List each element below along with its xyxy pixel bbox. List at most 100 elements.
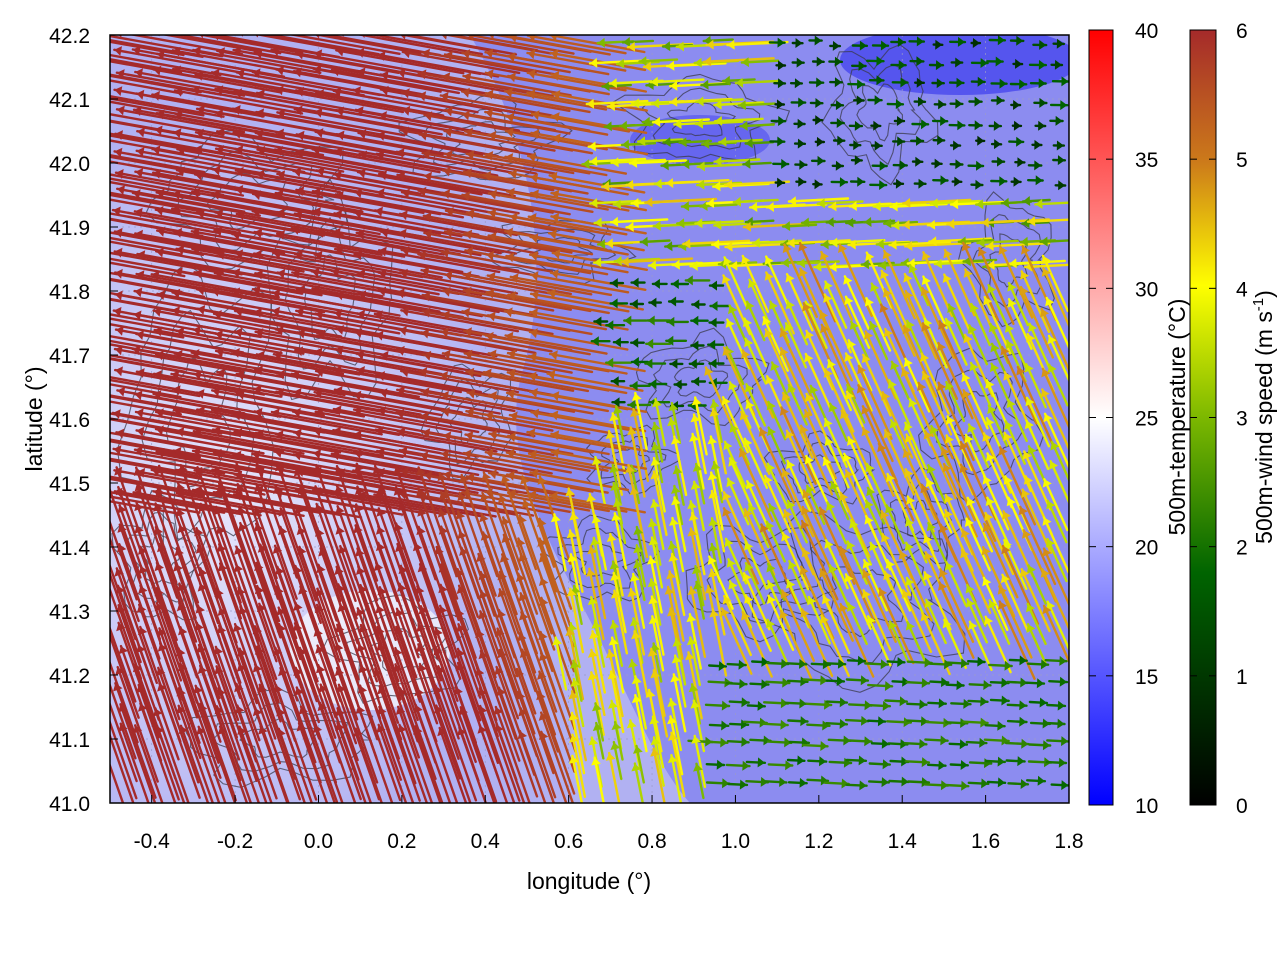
wind-vector bbox=[421, 51, 537, 74]
wind-vector bbox=[434, 646, 477, 763]
wind-vector-head bbox=[550, 350, 558, 361]
wind-vector-head bbox=[174, 349, 183, 360]
wind-vector-head bbox=[118, 704, 128, 713]
wind-vector bbox=[460, 473, 499, 578]
wind-vector-head bbox=[234, 683, 244, 693]
wind-vector-head bbox=[819, 311, 829, 320]
wind-vector-head bbox=[988, 324, 998, 333]
wind-vector-head bbox=[99, 564, 108, 572]
wind-vector bbox=[274, 683, 318, 801]
wind-vector bbox=[1019, 285, 1055, 359]
wind-vector-head bbox=[172, 46, 181, 57]
wind-vector-head bbox=[117, 524, 127, 533]
wind-vector bbox=[665, 62, 727, 68]
wind-vector-head bbox=[994, 139, 1002, 150]
wind-vector bbox=[330, 68, 460, 95]
wind-vector-head bbox=[977, 237, 985, 248]
terrain-contour bbox=[635, 327, 770, 427]
wind-vector bbox=[998, 446, 1037, 526]
wind-vector bbox=[462, 451, 572, 474]
wind-vector-head bbox=[232, 287, 241, 298]
wind-vector-head bbox=[257, 89, 265, 100]
wind-vector-head bbox=[486, 288, 495, 299]
wind-vector bbox=[671, 516, 685, 573]
wind-vector-head bbox=[722, 492, 732, 501]
wind-vector-head bbox=[552, 637, 562, 646]
wind-vector-head bbox=[115, 585, 126, 595]
wind-vector-head bbox=[173, 65, 181, 76]
wind-vector-head bbox=[509, 411, 518, 422]
wind-vector-head bbox=[797, 118, 805, 129]
wind-vector-head bbox=[214, 310, 222, 320]
wind-vector-head bbox=[829, 262, 837, 272]
wind-vector-head bbox=[441, 248, 450, 258]
wind-vector bbox=[710, 568, 726, 636]
wind-vector-head bbox=[997, 35, 1005, 46]
wind-vector bbox=[674, 637, 687, 686]
wind-vector bbox=[820, 614, 850, 677]
wind-vector-head bbox=[114, 247, 123, 258]
wind-vector bbox=[417, 189, 534, 213]
wind-vector-head bbox=[604, 121, 612, 132]
wind-vector-head bbox=[940, 116, 948, 126]
wind-vector bbox=[551, 92, 648, 112]
wind-vector-head bbox=[116, 605, 126, 614]
wind-vector bbox=[119, 703, 157, 803]
wind-vector-head bbox=[277, 108, 286, 119]
wind-vector bbox=[465, 370, 575, 392]
wind-vector bbox=[487, 352, 594, 374]
wind-vector-head bbox=[413, 704, 423, 714]
wind-vector-head bbox=[631, 393, 642, 401]
wind-vector-head bbox=[433, 628, 443, 637]
wind-vector-head bbox=[194, 622, 204, 632]
wind-vector bbox=[968, 620, 993, 671]
wind-vector-head bbox=[997, 720, 1005, 731]
wind-vector-head bbox=[916, 77, 924, 88]
wind-vector-head bbox=[997, 156, 1005, 167]
wind-vector bbox=[335, 484, 379, 602]
wind-vector-head bbox=[424, 229, 433, 240]
wind-vector-head bbox=[335, 190, 344, 201]
wind-vector-head bbox=[1042, 548, 1052, 557]
wind-vector bbox=[673, 496, 687, 553]
wind-vector-head bbox=[744, 542, 754, 551]
wind-vector-head bbox=[671, 655, 682, 664]
wind-vector-head bbox=[926, 523, 936, 532]
wind-vector bbox=[944, 508, 974, 572]
wind-vector-head bbox=[75, 249, 83, 259]
wind-vector bbox=[356, 368, 482, 394]
wind-vector-head bbox=[95, 308, 103, 318]
wind-vector-head bbox=[271, 408, 280, 419]
wind-vector-head bbox=[354, 405, 362, 416]
wind-vector-head bbox=[548, 288, 556, 299]
wind-vector-head bbox=[397, 583, 407, 592]
wind-vector-head bbox=[93, 587, 102, 595]
wind-vector-head bbox=[401, 306, 410, 317]
wind-vector bbox=[527, 154, 627, 175]
wind-vector-head bbox=[73, 450, 81, 460]
wind-vector-head bbox=[211, 68, 220, 79]
x-axis-label: longitude (°) bbox=[527, 868, 651, 894]
wind-vector-head bbox=[880, 534, 890, 543]
wind-vector bbox=[465, 152, 575, 175]
wind-vector-head bbox=[177, 35, 179, 36]
wind-vector-head bbox=[959, 464, 969, 474]
wind-vector-head bbox=[213, 506, 224, 516]
wind-vector-head bbox=[961, 242, 971, 252]
wind-vector bbox=[110, 155, 221, 178]
wind-vector bbox=[376, 133, 499, 158]
wind-vector bbox=[233, 622, 277, 740]
wind-vector-head bbox=[1047, 364, 1057, 374]
wind-vector bbox=[508, 413, 612, 435]
wind-vector-head bbox=[799, 425, 809, 435]
wind-vector-head bbox=[94, 667, 103, 675]
wind-vector bbox=[865, 462, 888, 508]
wind-vector-head bbox=[861, 427, 871, 437]
wind-vector bbox=[613, 589, 629, 655]
wind-vector-head bbox=[588, 737, 599, 746]
wind-vector bbox=[691, 432, 705, 490]
wind-vector-head bbox=[236, 210, 245, 221]
wind-vector-head bbox=[485, 448, 494, 459]
wind-vector-head bbox=[608, 700, 618, 709]
